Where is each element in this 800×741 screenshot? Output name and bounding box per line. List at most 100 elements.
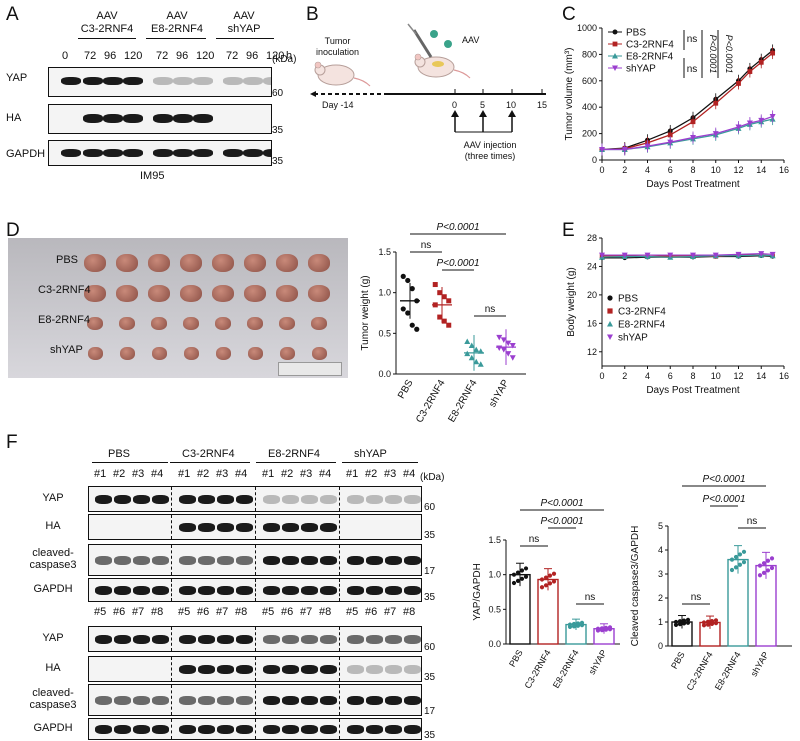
blot-strip xyxy=(88,486,422,512)
tumor-sample xyxy=(247,346,263,360)
blot-band xyxy=(152,555,169,565)
panel-letter-c: C xyxy=(562,4,576,25)
tumor-sample xyxy=(151,346,167,360)
lane-label: #7 xyxy=(384,606,397,618)
data-point xyxy=(575,621,581,626)
lane-divider xyxy=(171,545,172,575)
data-point xyxy=(685,617,691,622)
blot-band xyxy=(236,585,253,595)
lane-label: #4 xyxy=(319,468,332,480)
blot-band xyxy=(198,724,215,734)
x-tick-label: 8 xyxy=(690,371,695,381)
sig-label: ns xyxy=(687,34,698,45)
y-tick-label: 28 xyxy=(587,233,597,243)
blot-band xyxy=(123,77,143,85)
blot-band xyxy=(243,77,263,85)
legend-label: E8-2RNF4 xyxy=(618,320,666,331)
blot-band xyxy=(114,585,131,595)
lane-label: #2 xyxy=(281,468,294,480)
data-point xyxy=(473,346,480,353)
lane-label: #1 xyxy=(94,468,107,480)
data-point xyxy=(477,361,484,367)
lane-divider xyxy=(339,579,340,601)
mw-marker: 17 xyxy=(424,706,436,717)
blot-band xyxy=(366,585,383,595)
tumor-sample xyxy=(308,254,330,272)
timeline-tick: 5 xyxy=(480,100,486,110)
blot-band xyxy=(282,695,299,705)
y-tick-label: 1.0 xyxy=(378,288,391,298)
data-point xyxy=(758,251,765,257)
data-point xyxy=(741,560,747,565)
photo-row-label: PBS xyxy=(56,254,79,266)
y-tick-label: 16 xyxy=(587,318,597,328)
data-point xyxy=(543,583,549,588)
data-point xyxy=(758,117,765,124)
blot-band xyxy=(152,494,169,504)
legend-marker xyxy=(607,295,613,301)
x-tick-label: 4 xyxy=(645,371,650,381)
group-label: E8-2RNF4 xyxy=(268,448,320,460)
blot-band xyxy=(83,114,103,123)
lane-divider xyxy=(171,627,172,651)
category-label: PBS xyxy=(396,378,416,401)
data-point xyxy=(523,574,529,579)
row-label: cleaved- caspase3 xyxy=(29,687,77,711)
lane-label: #6 xyxy=(113,606,126,618)
y-axis-label: Tumor weight (g) xyxy=(360,275,371,350)
blot-band xyxy=(347,555,364,565)
x-tick-label: 2 xyxy=(622,165,627,175)
data-point xyxy=(747,69,753,74)
row-label: YAP xyxy=(42,492,64,504)
data-point xyxy=(464,338,471,344)
row-label-gapdh: GAPDH xyxy=(6,148,46,160)
data-point xyxy=(519,576,525,581)
blot-band xyxy=(301,634,318,644)
data-point xyxy=(505,351,512,357)
sig-label: P<0.0001 xyxy=(540,516,583,527)
blot-a-yap xyxy=(48,67,272,97)
blot-band xyxy=(133,634,150,644)
category-label: PBS xyxy=(669,650,687,671)
lane-label: #1 xyxy=(346,468,359,480)
data-point xyxy=(496,334,503,341)
group-underline xyxy=(256,462,336,463)
data-point xyxy=(500,347,507,353)
photo-row-label: E8-2RNF4 xyxy=(38,314,90,326)
y-tick-label: 1 xyxy=(658,617,663,627)
mw-marker: 60 xyxy=(424,502,436,513)
legend-label: PBS xyxy=(618,294,638,305)
blot-band xyxy=(263,77,271,85)
data-point xyxy=(468,342,475,349)
lane-divider xyxy=(255,579,256,601)
x-tick-label: 4 xyxy=(645,165,650,175)
blot-band xyxy=(282,494,299,504)
blot-band xyxy=(179,555,196,565)
x-tick-label: 6 xyxy=(668,371,673,381)
data-point xyxy=(733,554,739,560)
data-point xyxy=(515,578,521,584)
tumor-sample xyxy=(87,346,103,360)
group-underline xyxy=(146,38,206,39)
mw-marker: 35 xyxy=(424,730,436,741)
data-point xyxy=(757,563,763,568)
x-tick-label: 16 xyxy=(779,371,789,381)
blot-band xyxy=(404,494,421,504)
data-point xyxy=(765,568,771,573)
tumor-weight-chart: 0.0 0.5 1.0 1.5 Tumor weight (g) PBSC3-2RNF4E… xyxy=(360,222,526,425)
blot-band xyxy=(347,695,364,705)
data-point xyxy=(621,146,628,153)
data-point xyxy=(405,277,411,284)
blot-band xyxy=(217,522,234,532)
category-label: E8-2RNF4 xyxy=(551,648,581,690)
blot-band xyxy=(95,724,112,734)
blot-band xyxy=(114,494,131,504)
data-point xyxy=(603,625,609,630)
blot-band xyxy=(320,664,337,674)
lane-divider xyxy=(339,657,340,681)
row-label: YAP xyxy=(42,632,64,644)
blot-band xyxy=(217,585,234,595)
data-point xyxy=(405,310,411,316)
blot-band xyxy=(193,77,213,85)
